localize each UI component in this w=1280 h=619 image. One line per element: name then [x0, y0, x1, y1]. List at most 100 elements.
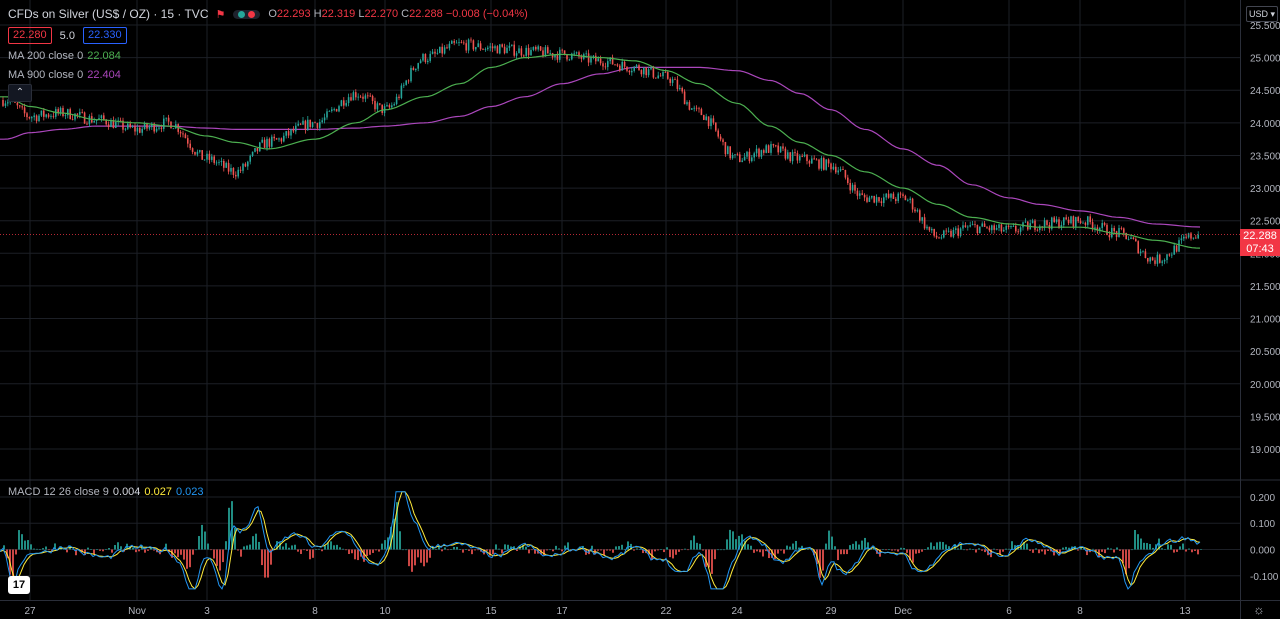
macd-histogram-bar: [492, 549, 494, 555]
macd-histogram-bar: [609, 549, 611, 551]
candle-body: [1187, 233, 1190, 238]
candle-body: [343, 100, 345, 106]
macd-histogram-bar: [1179, 546, 1181, 550]
symbol-title[interactable]: CFDs on Silver (US$ / OZ) · 15 · TVC: [8, 7, 209, 21]
candle-body: [100, 115, 103, 119]
flag-icon[interactable]: ⚑: [215, 8, 226, 21]
candle-body: [1070, 216, 1072, 224]
candle-body: [131, 126, 134, 128]
gear-icon[interactable]: ☼: [1253, 602, 1265, 617]
candle-body: [376, 103, 379, 110]
macd-histogram-bar: [33, 548, 35, 550]
price-tick-label: 23.000: [1250, 184, 1280, 195]
macd-histogram-bar: [888, 549, 890, 550]
macd-histogram-bar: [822, 549, 824, 571]
macd-histogram-bar: [558, 548, 560, 550]
candle-body: [256, 148, 259, 152]
candle-body: [59, 107, 62, 113]
candle-body: [940, 237, 943, 239]
candle-body: [139, 127, 141, 133]
candle-body: [563, 50, 566, 55]
ma200-legend[interactable]: MA 200 close 0 22.084: [8, 50, 121, 62]
candle-body: [923, 217, 926, 229]
candle-body: [969, 225, 971, 227]
candle-body: [304, 120, 307, 130]
candle-body: [2, 100, 4, 106]
macd-histogram-bar: [942, 542, 944, 550]
candle-body: [1051, 217, 1053, 229]
candle-body: [35, 115, 38, 122]
macd-histogram-bar: [618, 546, 620, 550]
macd-histogram-bar: [933, 546, 935, 550]
macd-histogram-bar: [423, 549, 425, 567]
bid-ask-row: 22.280 5.0 22.330: [8, 27, 127, 44]
time-tick-label: Nov: [128, 606, 146, 617]
candle-body: [681, 87, 683, 92]
candle-body: [719, 136, 722, 140]
macd-histogram-bar: [585, 549, 587, 555]
macd-histogram-bar: [204, 531, 206, 550]
candle-body: [791, 152, 794, 162]
tradingview-logo[interactable]: 17: [8, 576, 30, 594]
ma900-legend[interactable]: MA 900 close 0 22.404: [8, 69, 121, 81]
candle-body: [995, 227, 998, 230]
candle-body: [266, 138, 268, 148]
candle-body: [242, 163, 244, 171]
ask-button[interactable]: 22.330: [82, 27, 127, 44]
candle-body: [808, 161, 811, 164]
macd-histogram-bar: [477, 549, 479, 551]
candle-body: [443, 47, 446, 54]
macd-histogram-bar: [1104, 549, 1106, 554]
market-status[interactable]: [233, 9, 261, 19]
macd-histogram-bar: [465, 549, 467, 550]
candle-body: [556, 54, 559, 60]
candle-body: [515, 53, 518, 56]
macd-histogram-bar: [1059, 549, 1061, 555]
candle-body: [892, 193, 895, 199]
currency-selector[interactable]: USD ▾: [1246, 6, 1278, 22]
macd-histogram-bar: [237, 549, 239, 551]
macd-histogram-bar: [3, 545, 5, 550]
candle-body: [57, 109, 59, 113]
candle-body: [374, 100, 376, 110]
macd-legend[interactable]: MACD 12 26 close 9 0.004 0.027 0.023: [8, 486, 204, 498]
macd-histogram-bar: [36, 548, 38, 550]
candle-body: [364, 95, 367, 99]
bid-button[interactable]: 22.280: [8, 27, 52, 44]
candle-body: [1099, 228, 1101, 231]
candle-body: [38, 115, 40, 122]
macd-histogram-bar: [819, 549, 821, 578]
candle-body: [43, 110, 45, 117]
macd-histogram-bar: [297, 549, 299, 552]
candle-body: [263, 139, 266, 148]
candle-body: [98, 118, 100, 120]
macd-histogram-bar: [1194, 549, 1196, 551]
macd-histogram-bar: [411, 549, 413, 572]
candle-body: [772, 144, 775, 146]
candle-body: [244, 163, 247, 167]
candle-body: [371, 95, 374, 101]
time-tick-label: 24: [731, 606, 743, 617]
candle-body: [895, 198, 897, 202]
macd-histogram-bar: [858, 544, 860, 550]
macd-histogram-bar: [849, 545, 851, 550]
macd-histogram-bar: [384, 540, 386, 550]
macd-histogram-bar: [1017, 545, 1019, 550]
candle-body: [151, 123, 153, 128]
candle-body: [585, 53, 587, 55]
time-tick-label: 15: [485, 606, 497, 617]
macd-histogram-bar: [681, 549, 683, 551]
macd-histogram-bar: [885, 549, 887, 551]
macd-histogram-bar: [825, 543, 827, 550]
macd-histogram-bar: [579, 546, 581, 550]
price-tick-label: 24.500: [1250, 86, 1280, 97]
candle-body: [503, 46, 506, 54]
candle-body: [659, 75, 662, 77]
chevron-up-icon[interactable]: ⌃: [8, 84, 32, 102]
candle-body: [518, 48, 520, 54]
candle-body: [854, 184, 856, 191]
macd-histogram-bar: [246, 545, 248, 550]
candle-body: [225, 162, 227, 168]
